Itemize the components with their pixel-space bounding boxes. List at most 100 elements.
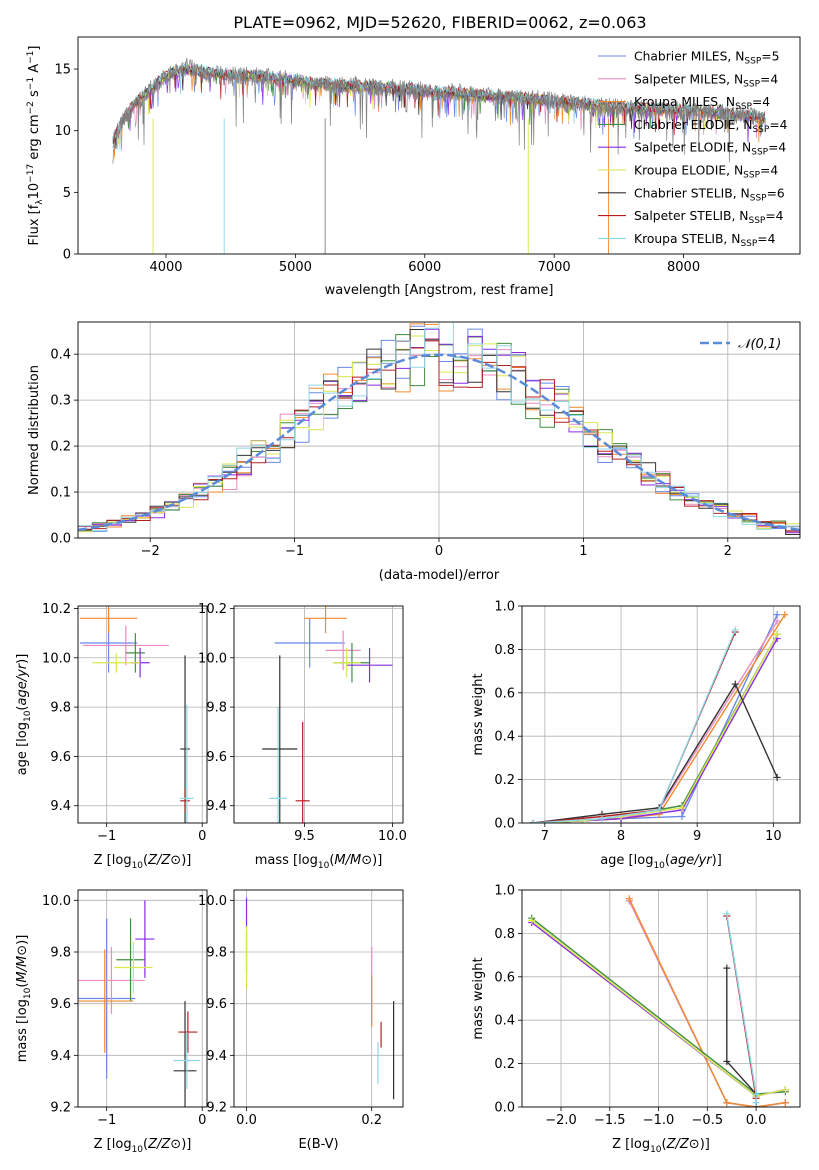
y-tick-label: 10.2	[42, 602, 71, 617]
x-tick-label: 0.0	[236, 1113, 257, 1128]
panel-mass_vs_Z: −1 0 9.2 9.4 9.6 9.8 10.0 Z [log10(Z/Z⊙)] mass […	[15, 889, 208, 1155]
y-tick-label: 0.6	[494, 686, 515, 701]
y-axis-label: mass weight	[471, 957, 486, 1039]
gaussian-curve	[78, 353, 800, 532]
weight-line	[533, 633, 778, 823]
data-line	[112, 57, 766, 164]
y-tick-label: 0.2	[494, 773, 515, 788]
x-tick-label: 4000	[149, 260, 182, 275]
plot-area-residuals	[78, 322, 800, 535]
y-tick-label: 9.4	[206, 799, 227, 814]
x-tick-label: −1	[97, 829, 116, 844]
weight-line	[533, 633, 778, 823]
y-tick-label: 10.0	[42, 894, 71, 909]
y-tick-label: 9.6	[50, 997, 71, 1012]
plot-area-mass_vs_Z	[78, 900, 201, 1107]
x-tick-label: 2	[724, 544, 732, 559]
legend-label: Salpeter STELIB, NSSP=4	[634, 209, 784, 226]
legend-label: Kroupa STELIB, NSSP=4	[634, 232, 776, 249]
x-axis-label: wavelength [Angstrom, rest frame]	[325, 283, 554, 298]
y-tick-label: 0.3	[50, 394, 71, 409]
legend-label: Chabrier STELIB, NSSP=6	[634, 186, 785, 203]
x-tick-label: −1.5	[594, 1113, 626, 1128]
y-tick-label: 9.6	[206, 997, 227, 1012]
legend-label: Salpeter ELODIE, NSSP=4	[634, 141, 786, 158]
spectrum-title: PLATE=0962, MJD=52620, FIBERID=0062, z=0…	[233, 13, 646, 32]
x-tick-label: −1.0	[643, 1113, 675, 1128]
histogram-line	[78, 328, 800, 534]
panel-age_vs_Z: −1 0 9.4 9.6 9.8 10.0 10.2 Z [log10(Z/Z⊙)] age […	[15, 602, 208, 871]
y-tick-label: 9.2	[206, 1101, 227, 1116]
x-tick-label: −1	[97, 1113, 116, 1128]
x-tick-label: −1	[285, 544, 304, 559]
x-tick-label: 0	[198, 829, 206, 844]
y-tick-label: 0.6	[494, 970, 515, 985]
x-tick-label: −0.5	[692, 1113, 724, 1128]
weight-line	[533, 614, 786, 823]
x-tick-label: 7	[541, 829, 549, 844]
axes-frame	[521, 889, 801, 1108]
y-tick-label: 9.4	[206, 1049, 227, 1064]
y-tick-label: 15	[54, 63, 71, 78]
x-tick-label: −2.0	[545, 1113, 577, 1128]
legend-label: Kroupa ELODIE, NSSP=4	[634, 164, 778, 181]
x-tick-label: −2	[141, 544, 160, 559]
panel-residuals: −2 −1 0 1 2 0.0 0.1 0.2 0.3 0.4 𝒩(0,1) (data-model)…	[27, 321, 801, 583]
y-tick-label: 9.6	[50, 750, 71, 765]
y-tick-label: 10	[54, 124, 71, 139]
legend-label: Kroupa MILES, NSSP=4	[634, 95, 770, 112]
y-tick-label: 0.0	[494, 1101, 515, 1116]
weight-line	[533, 631, 736, 823]
y-axis-label: age [log10(age/yr)]	[15, 654, 33, 776]
y-tick-label: 9.4	[50, 799, 71, 814]
plot-area-spectrum	[112, 57, 766, 254]
plot-area-mass_vs_ebv	[245, 897, 395, 1100]
y-tick-label: 9.8	[50, 946, 71, 961]
y-tick-label: 9.8	[50, 701, 71, 716]
y-axis-label: mass weight	[471, 673, 486, 755]
plot-area-mass_weight_vs_Z	[528, 895, 789, 1107]
axes-frame	[233, 889, 404, 1108]
panel-spectrum: 4000 5000 6000 7000 8000 0 5 10 15 wavelength [An…	[26, 36, 801, 298]
x-axis-label: Z [log10(Z/Z⊙)]	[94, 853, 192, 871]
y-tick-label: 0.4	[494, 1014, 515, 1029]
y-tick-label: 9.4	[50, 1049, 71, 1064]
y-tick-label: 10.0	[198, 894, 227, 909]
histogram-line	[78, 340, 800, 532]
histogram-line	[78, 322, 800, 532]
y-tick-label: 1.0	[494, 600, 515, 615]
y-axis-label: mass [log10(M/M⊙)]	[15, 935, 33, 1063]
x-tick-label: 0.0	[746, 1113, 767, 1128]
x-tick-label: 9.5	[294, 829, 315, 844]
y-tick-label: 0.0	[50, 532, 71, 547]
weight-line	[726, 968, 757, 1107]
y-tick-label: 0.1	[50, 486, 71, 501]
weight-line	[533, 614, 778, 823]
x-tick-label: 10.0	[378, 829, 407, 844]
axes-frame	[521, 605, 801, 824]
y-tick-label: 0.8	[494, 643, 515, 658]
x-axis-label: Z [log10(Z/Z⊙)]	[612, 1137, 710, 1155]
x-axis-label: (data-model)/error	[379, 568, 500, 583]
y-tick-label: 0.4	[50, 348, 71, 363]
axes-frame	[233, 605, 404, 824]
x-axis-label: age [log10(age/yr)]	[600, 853, 722, 871]
y-tick-label: 10.0	[42, 651, 71, 666]
y-tick-label: 1.0	[494, 884, 515, 899]
y-axis-label: Flux [fλ10−17 erg cm−2 s−1 A−1]	[26, 46, 45, 246]
y-tick-label: 10.0	[198, 651, 227, 666]
panel-mass_weight_vs_Z: −2.0 −1.5 −1.0 −0.5 0.0 0.0 0.2 0.4 0.6 0.8 1.0 Z […	[471, 884, 801, 1155]
x-tick-label: 6000	[408, 260, 441, 275]
y-tick-label: 9.8	[206, 701, 227, 716]
y-tick-label: 9.8	[206, 946, 227, 961]
x-tick-label: 7000	[538, 260, 571, 275]
legend-label: Chabrier ELODIE, NSSP=4	[634, 118, 788, 135]
panel-mass_weight_vs_age: 7 8 9 10 0.0 0.2 0.4 0.6 0.8 1.0 age [log10(age/yr…	[471, 600, 801, 871]
y-tick-label: 0.2	[50, 440, 71, 455]
plot-area-age_vs_mass	[262, 606, 393, 823]
x-axis-label: mass [log10(M/M⊙)]	[255, 853, 383, 871]
legend-label: Chabrier MILES, NSSP=5	[634, 50, 779, 67]
axes-frame	[77, 36, 801, 255]
axes-frame	[77, 321, 801, 539]
